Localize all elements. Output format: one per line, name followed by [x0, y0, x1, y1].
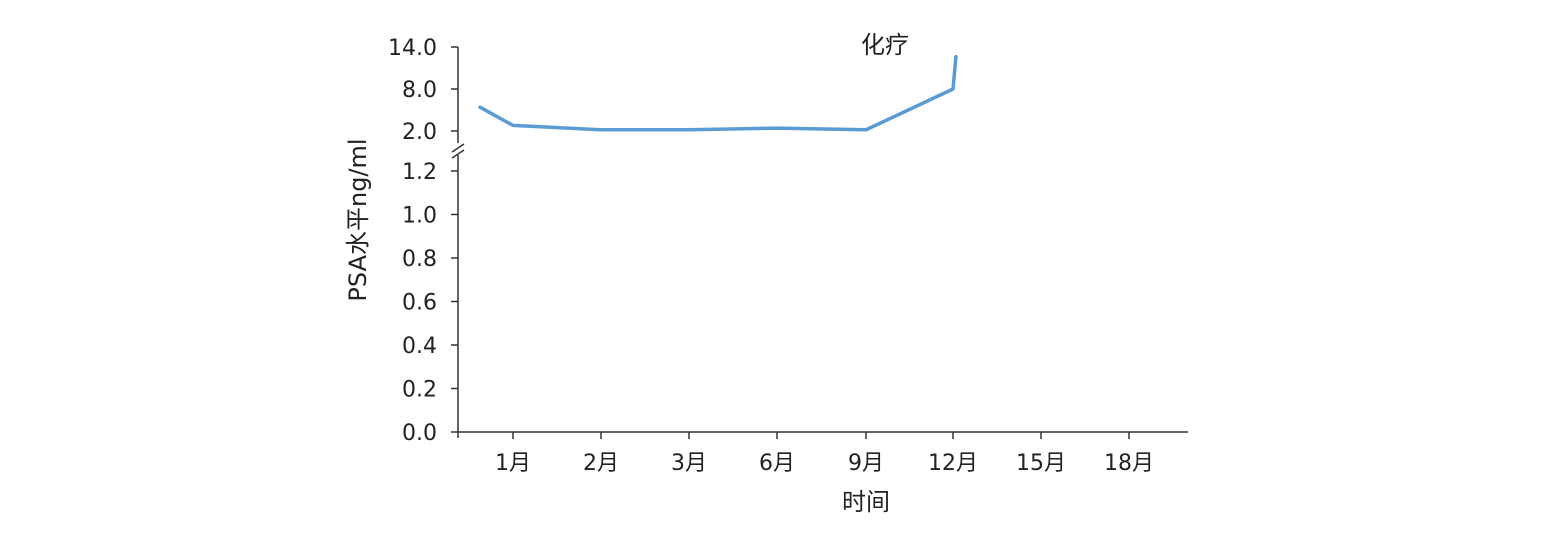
x-axis-title: 时间	[842, 488, 890, 516]
x-tick-label: 9月	[848, 451, 884, 476]
y-tick-label: 0.6	[402, 291, 437, 316]
x-tick-label: 15月	[1016, 451, 1066, 476]
x-tick-label: 2月	[583, 451, 619, 476]
x-tick-group: 1月 2月 3月 6月 9月 12月 15月 18月	[495, 432, 1154, 476]
x-tick-label: 3月	[671, 451, 707, 476]
annotation-chemo: 化疗	[861, 31, 909, 59]
y-tick-label: 0.8	[402, 247, 437, 272]
axis-break-mark	[451, 143, 465, 159]
y-tick-label: 1.0	[402, 204, 437, 229]
y-tick-label: 14.0	[388, 36, 437, 61]
y-tick-label: 2.0	[402, 120, 437, 145]
y-tick-label: 8.0	[402, 78, 437, 103]
y-axis-title: PSA水平ng/ml	[344, 138, 372, 301]
psa-series-line	[478, 55, 958, 132]
x-tick-label: 6月	[759, 451, 795, 476]
x-tick-label: 1月	[495, 451, 531, 476]
x-tick-label: 12月	[928, 451, 978, 476]
x-tick-label: 18月	[1104, 451, 1154, 476]
y-tick-group: 0.0 0.2 0.4 0.6 0.8 1.0 1.2 2.0 8.0 14.0	[388, 36, 458, 446]
y-tick-label: 0.4	[402, 334, 437, 359]
y-tick-label: 0.2	[402, 378, 437, 403]
y-tick-label: 0.0	[402, 421, 437, 446]
y-tick-label: 1.2	[402, 160, 437, 185]
